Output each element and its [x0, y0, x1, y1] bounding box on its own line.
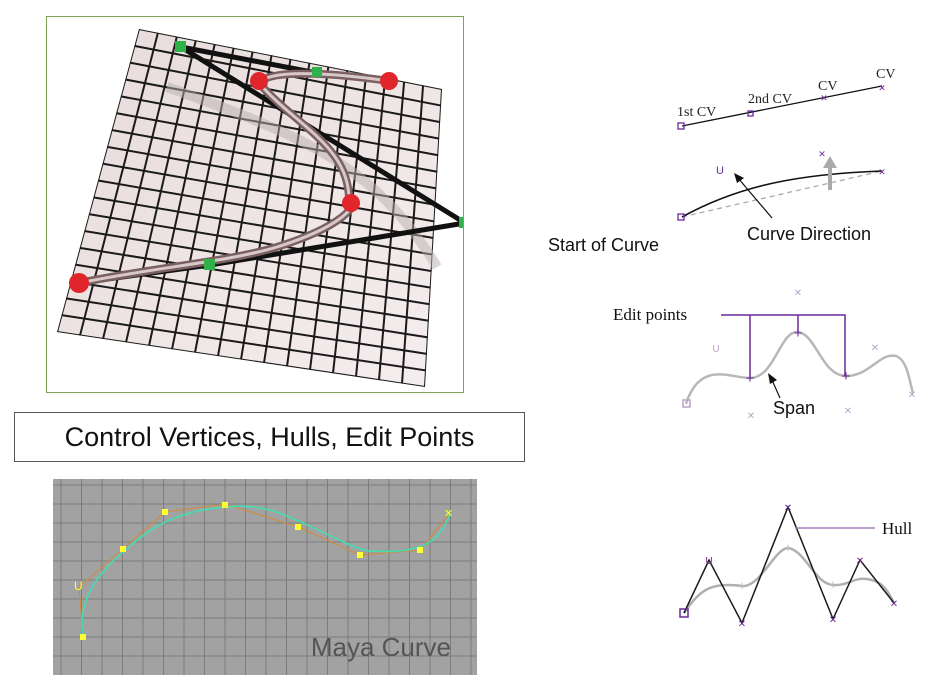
hull-polyline	[683, 504, 895, 625]
first-cv-label: 1st CV	[677, 105, 716, 120]
cv-x-marker-icon: ✕	[818, 149, 826, 159]
svg-text:✕: ✕	[908, 390, 916, 401]
cv-x-marker-icon: ✕	[738, 619, 746, 630]
right-diagrams: ✕ ✕ 1st CV 2nd CV CV CV U ✕ ✕ Start of C…	[548, 67, 916, 630]
cv-x-marker-icon: ✕	[890, 599, 898, 610]
grid-render-svg	[57, 29, 472, 387]
edit-point-plus-icon: +	[794, 325, 803, 342]
edit-point	[69, 273, 89, 293]
maya-curve-panel: U ✕ Maya Curve	[53, 479, 477, 675]
maya-u-marker-icon: U	[74, 579, 83, 593]
cv-x-marker-icon: ✕	[829, 615, 837, 626]
maya-curve-label: Maya Curve	[310, 632, 451, 662]
title-text: Control Vertices, Hulls, Edit Points	[64, 421, 475, 452]
control-vertex	[459, 217, 470, 228]
cv-label: CV	[876, 67, 895, 82]
curve-direction-diagram: U ✕ ✕ Start of Curve Curve Direction	[548, 149, 886, 255]
cv-x-marker-icon: ✕	[878, 83, 886, 93]
edit-point-plus-icon: +	[746, 370, 755, 387]
maya-end-x-icon: ✕	[444, 508, 453, 520]
control-vertex	[204, 259, 215, 270]
cv-u-marker-icon	[747, 110, 754, 117]
cv-diagram: ✕ ✕ 1st CV 2nd CV CV CV	[677, 67, 895, 130]
hull-diagram: U ✕ ✕ ✕ ✕ ✕ + + + Hull	[679, 503, 913, 630]
cv-start-square-icon	[677, 213, 685, 221]
second-cv-label: 2nd CV	[748, 92, 792, 107]
span-label: Span	[773, 398, 815, 418]
edit-points-diagram: + + + ✕ ✕ ✕ ✕ ✕ U Edit points Span	[613, 288, 916, 422]
grid-plane	[57, 29, 442, 387]
cv-x-marker-icon: ✕	[820, 93, 828, 103]
svg-text:U: U	[712, 344, 719, 355]
svg-text:+: +	[829, 577, 837, 592]
maya-grid-svg: U ✕	[53, 479, 477, 675]
svg-text:+: +	[784, 540, 792, 555]
svg-text:✕: ✕	[844, 406, 852, 417]
control-vertex	[312, 67, 322, 77]
title-box: Control Vertices, Hulls, Edit Points	[14, 412, 525, 462]
cv-start-square-icon	[679, 608, 689, 618]
maya-curve	[81, 505, 451, 638]
control-vertex	[175, 41, 186, 52]
cv-u-marker-icon: U	[716, 165, 724, 177]
svg-text:+: +	[738, 578, 746, 593]
maya-cv-points	[80, 502, 423, 640]
hull-label: Hull	[882, 519, 913, 538]
edit-points-label: Edit points	[613, 305, 687, 324]
svg-text:✕: ✕	[871, 343, 879, 354]
cv-label: CV	[818, 79, 837, 94]
cv-u-marker-icon: U	[705, 556, 712, 567]
edit-point	[342, 194, 360, 212]
edit-point-plus-icon: +	[842, 368, 851, 385]
edit-point	[250, 72, 268, 90]
maya-hull	[78, 503, 451, 638]
cv-x-marker-icon: ✕	[784, 503, 792, 514]
curve-direction-label: Curve Direction	[747, 224, 871, 244]
cv-x-marker-icon: ✕	[878, 167, 886, 177]
cv-x-marker-icon: ✕	[856, 556, 864, 567]
cv-start-square-icon	[677, 122, 685, 130]
grid-render-panel	[46, 16, 472, 393]
svg-text:✕: ✕	[794, 288, 802, 299]
start-of-curve-label: Start of Curve	[548, 235, 659, 255]
edit-point	[380, 72, 398, 90]
svg-text:✕: ✕	[747, 411, 755, 422]
